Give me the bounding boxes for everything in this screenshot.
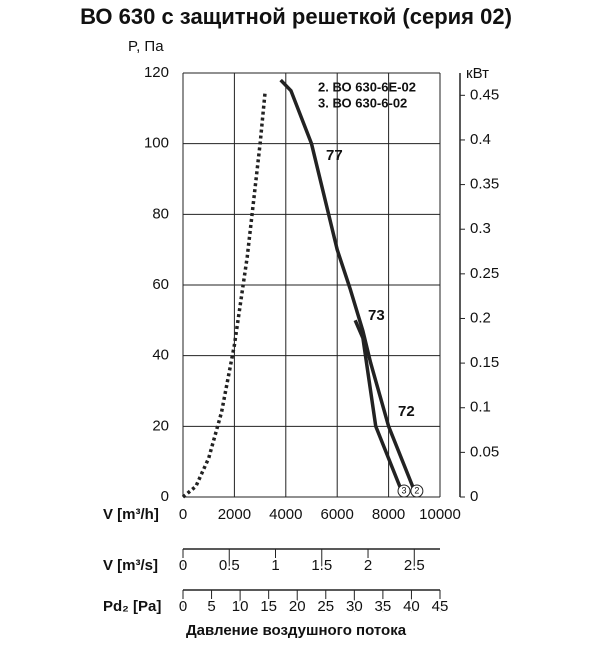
x-tick-label: 8000 — [372, 506, 405, 523]
y-tick-label: 20 — [152, 417, 169, 434]
secondary-tick-label: 5 — [207, 598, 215, 615]
legend-entry: 2. ВО 630-6Е-02 — [318, 79, 416, 94]
secondary-tick-label: 0 — [179, 598, 187, 615]
secondary-tick-label: 1.5 — [311, 557, 332, 574]
y2-tick-label: 0 — [470, 488, 478, 505]
secondary-tick-label: 20 — [289, 598, 306, 615]
y-tick-label: 120 — [144, 64, 169, 81]
end-marker — [397, 484, 411, 498]
x-tick-label: 4000 — [269, 506, 302, 523]
y2-tick-label: 0.4 — [470, 131, 491, 148]
secondary-tick-label: 2.5 — [404, 557, 425, 574]
footer: Давление воздушного потока — [186, 622, 407, 639]
y-tick-label: 80 — [152, 205, 169, 222]
secondary-axis-label: V [m³/s] — [103, 557, 158, 574]
secondary-tick-label: 45 — [432, 598, 449, 615]
x-axis-label: V [m³/h] — [103, 506, 159, 523]
secondary-tick-label: 0 — [179, 557, 187, 574]
annotation: 77 — [326, 147, 343, 164]
y-tick-label: 40 — [152, 347, 169, 364]
y-axis-label: P, Па — [128, 38, 164, 55]
end-marker — [410, 484, 424, 498]
x-tick-label: 6000 — [321, 506, 354, 523]
secondary-tick-label: 10 — [232, 598, 249, 615]
y2-tick-label: 0.15 — [470, 354, 499, 371]
series-line — [353, 319, 406, 498]
annotation: 73 — [368, 307, 385, 324]
secondary-tick-label: 15 — [260, 598, 277, 615]
y-tick-label: 60 — [152, 276, 169, 293]
y2-axis-label: кВт — [466, 65, 489, 82]
chart-title: ВО 630 с защитной решеткой (серия 02) — [80, 4, 512, 29]
secondary-axis-label: Pd₂ [Pa] — [103, 598, 161, 615]
secondary-tick-label: 40 — [403, 598, 420, 615]
x-tick-label: 0 — [179, 506, 187, 523]
y2-tick-label: 0.05 — [470, 443, 499, 460]
secondary-tick-label: 1 — [271, 557, 279, 574]
x-tick-label: 2000 — [218, 506, 251, 523]
end-marker-label: 2 — [414, 485, 419, 495]
y2-tick-label: 0.45 — [470, 86, 499, 103]
secondary-tick-label: 2 — [364, 557, 372, 574]
y2-tick-label: 0.2 — [470, 309, 491, 326]
y2-tick-label: 0.1 — [470, 399, 491, 416]
y2-tick-label: 0.25 — [470, 265, 499, 282]
y2-tick-label: 0.3 — [470, 220, 491, 237]
series-line — [181, 90, 267, 499]
series-line — [279, 78, 419, 498]
secondary-tick-label: 35 — [375, 598, 392, 615]
y2-tick-label: 0.35 — [470, 176, 499, 193]
annotation: 72 — [398, 403, 415, 420]
y-tick-label: 0 — [161, 488, 169, 505]
x-tick-label: 10000 — [419, 506, 461, 523]
legend-entry: 3. ВО 630-6-02 — [318, 95, 407, 110]
secondary-tick-label: 30 — [346, 598, 363, 615]
secondary-tick-label: 0.5 — [219, 557, 240, 574]
secondary-tick-label: 25 — [317, 598, 334, 615]
y-tick-label: 100 — [144, 135, 169, 152]
end-marker-label: 3 — [402, 485, 407, 495]
